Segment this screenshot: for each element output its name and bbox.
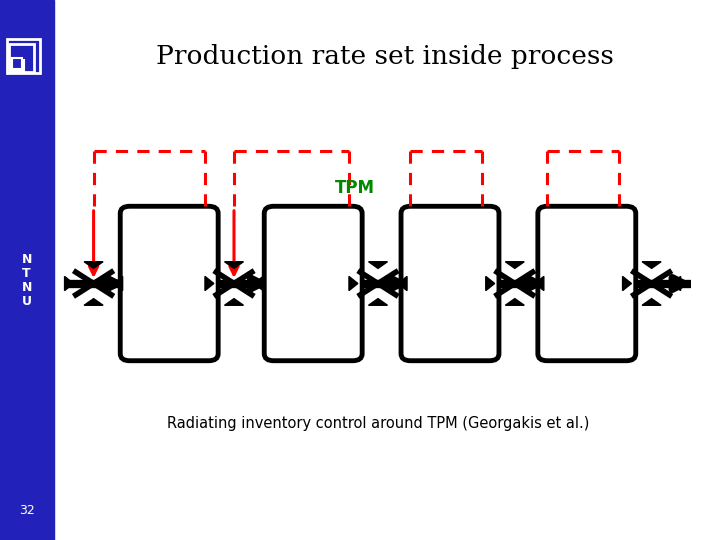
- Polygon shape: [642, 299, 661, 305]
- FancyBboxPatch shape: [120, 206, 218, 361]
- Polygon shape: [205, 276, 214, 291]
- Polygon shape: [254, 276, 263, 291]
- Bar: [12, 58, 22, 69]
- Polygon shape: [84, 299, 103, 305]
- Text: N
T
N
U: N T N U: [22, 253, 32, 308]
- Polygon shape: [349, 276, 358, 291]
- FancyBboxPatch shape: [538, 206, 636, 361]
- Text: 32: 32: [19, 504, 35, 517]
- Bar: [0, 0, 54, 540]
- Polygon shape: [535, 276, 544, 291]
- Polygon shape: [369, 299, 387, 305]
- FancyBboxPatch shape: [264, 206, 362, 361]
- Polygon shape: [505, 262, 524, 268]
- Bar: [9, 44, 34, 72]
- Bar: [10, 60, 24, 71]
- Polygon shape: [505, 299, 524, 305]
- Polygon shape: [114, 276, 122, 291]
- FancyBboxPatch shape: [401, 206, 499, 361]
- Text: Radiating inventory control around TPM (Georgakis et al.): Radiating inventory control around TPM (…: [167, 416, 589, 431]
- FancyBboxPatch shape: [7, 39, 40, 73]
- Polygon shape: [642, 262, 661, 268]
- Text: TPM: TPM: [335, 179, 375, 197]
- Polygon shape: [369, 262, 387, 268]
- Polygon shape: [623, 276, 631, 291]
- Polygon shape: [65, 276, 73, 291]
- Polygon shape: [225, 262, 243, 268]
- Polygon shape: [398, 276, 407, 291]
- Polygon shape: [225, 299, 243, 305]
- Polygon shape: [84, 262, 103, 268]
- Text: Production rate set inside process: Production rate set inside process: [156, 44, 614, 69]
- Polygon shape: [486, 276, 495, 291]
- Polygon shape: [672, 276, 680, 291]
